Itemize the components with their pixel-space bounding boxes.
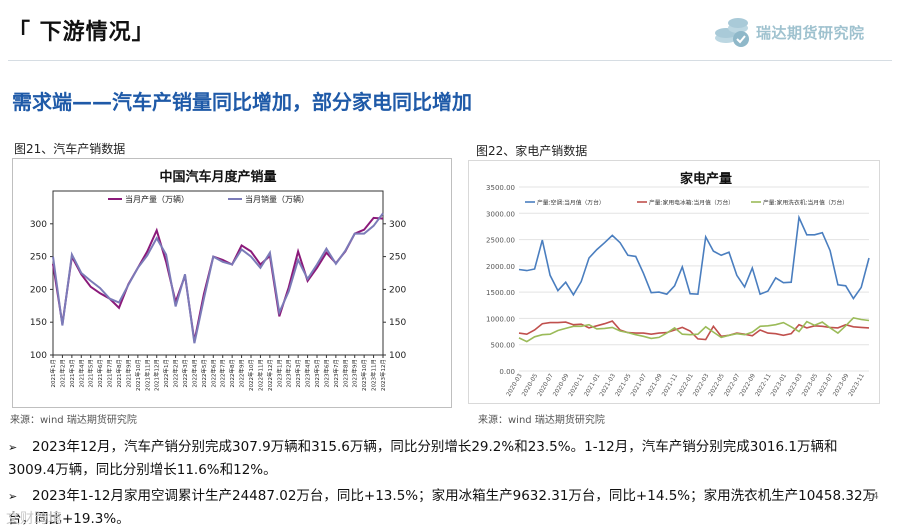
car-production-sales-chart: 中国汽车月度产销量 100 150 200 250 300 100 150 200 250 300 2… [30, 169, 407, 391]
x-tick-label: 2023年9月 [351, 359, 359, 388]
car-chart-frame: 中国汽车月度产销量 100 150 200 250 300 100 150 200 250 300 2… [12, 158, 452, 408]
x-tick-label: 2021年4月 [77, 359, 85, 388]
arrow-bullet-icon: ➢ [8, 490, 18, 503]
y-tick-label: 2000.00 [486, 263, 515, 271]
x-tick-label: 2021年6月 [96, 359, 104, 388]
legend-label: 当月销量（万辆） [245, 194, 309, 204]
source-left: 来源：wind 瑞达期货研究院 [10, 415, 137, 426]
x-tick-label: 2021年9月 [124, 359, 132, 388]
x-tick-label: 2022年4月 [190, 359, 198, 388]
y-tick-label-right: 300 [389, 220, 406, 230]
x-tick-label: 2022年5月 [200, 359, 208, 388]
y-tick-label-left: 300 [30, 220, 47, 230]
company-logo: 瑞达期货研究院 [712, 12, 887, 52]
y-tick-label-right: 250 [389, 253, 406, 263]
x-tick-label: 2022年9月 [238, 359, 246, 388]
x-tick-label: 2021年11月 [143, 359, 151, 391]
x-tick-label: 2023年5月 [313, 359, 321, 388]
x-tick-label: 2021年7月 [106, 359, 114, 388]
series-line-sales [52, 212, 384, 344]
figure-caption-right: 图22、家电产销数据 [476, 144, 588, 158]
series-line-ac [518, 214, 870, 300]
bullet-item-appliance: ➢ 2023年1-12月家用空调累计生产24487.02万台，同比+13.5%；家… [8, 485, 878, 530]
x-tick-label: 2021年3月 [68, 359, 76, 388]
x-tick-label: 2021年2月 [58, 359, 66, 388]
x-tick-label: 2023年8月 [341, 359, 349, 388]
bullet-text: 2023年1-12月家用空调累计生产24487.02万台，同比+13.5%；家用… [8, 488, 877, 527]
y-tick-label-right: 150 [389, 318, 406, 328]
y-tick-label-left: 150 [30, 318, 47, 328]
x-tick-label: 2023年12月 [379, 359, 387, 391]
x-tick-label: 2021年12月 [153, 359, 161, 391]
x-tick-label: 2022年12月 [266, 359, 274, 391]
source-right: 来源：wind 瑞达期货研究院 [478, 415, 605, 426]
bullet-item-auto: ➢ 2023年12月，汽车产销分别完成307.9万辆和315.6万辆，同比分别增长… [8, 436, 878, 481]
y-tick-label: 1500.00 [486, 289, 515, 297]
appliance-chart-frame: 家电产量 0.00 500.00 1000.00 1500.00 2000.00 2500.… [468, 160, 880, 404]
y-tick-label-right: 200 [389, 285, 406, 295]
x-tick-label: 2023年1月 [275, 359, 283, 388]
y-tick-label-left: 250 [30, 253, 47, 263]
x-tick-label: 2022年8月 [228, 359, 236, 388]
series-line-washer [518, 317, 870, 343]
y-tick-label-left: 100 [30, 351, 47, 361]
brand-name: 瑞达期货研究院 [756, 24, 865, 42]
section-subtitle: 需求端——汽车产销量同比增加，部分家电同比增加 [12, 90, 472, 114]
y-tick-label: 0.00 [499, 368, 515, 376]
y-tick-label: 3500.00 [486, 184, 515, 192]
x-tick-label: 2023年10月 [360, 359, 368, 391]
series-line-production [52, 216, 384, 342]
legend-label: 产量:家用洗衣机:当月值（万台） [763, 199, 848, 207]
figure-caption-left: 图21、汽车产销数据 [14, 142, 126, 156]
y-tick-label-left: 200 [30, 285, 47, 295]
x-tick-label: 2022年10月 [247, 359, 255, 391]
x-tick-label: 2023年6月 [322, 359, 330, 388]
page-number: 14 [866, 491, 879, 502]
x-tick-label: 2023年4月 [304, 359, 312, 388]
x-tick-label: 2022年7月 [219, 359, 227, 388]
x-tick-label: 2022年2月 [172, 359, 180, 388]
x-tick-label: 2021年5月 [87, 359, 95, 388]
x-tick-label: 2021年1月 [49, 359, 57, 388]
x-tick-label: 2023年2月 [285, 359, 293, 388]
y-tick-label: 500.00 [491, 342, 516, 350]
watermark: 文财跨境 [6, 511, 62, 527]
x-tick-label: 2022年11月 [256, 359, 264, 391]
y-tick-label-right: 100 [389, 351, 406, 361]
x-tick-label: 2021年8月 [115, 359, 123, 388]
chart-title: 家电产量 [680, 171, 732, 187]
page-title: 「 下游情况」 [8, 20, 155, 45]
x-tick-label: 2022年3月 [181, 359, 189, 388]
coins-icon [715, 18, 749, 47]
legend-label: 产量:空调:当月值（万台） [537, 199, 605, 207]
arrow-bullet-icon: ➢ [8, 441, 18, 454]
x-tick-label: 2023年7月 [332, 359, 340, 388]
y-tick-label: 1000.00 [486, 315, 515, 323]
x-tick-label: 2021年10月 [134, 359, 142, 391]
x-tick-label: 2022年6月 [209, 359, 217, 388]
y-tick-label: 3000.00 [486, 210, 515, 218]
x-tick-label: 2022年1月 [162, 359, 170, 388]
bullet-text: 2023年12月，汽车产销分别完成307.9万辆和315.6万辆，同比分别增长2… [8, 439, 838, 478]
plot-area [52, 190, 384, 356]
legend-label: 当月产量（万辆） [125, 194, 189, 204]
y-tick-label: 2500.00 [486, 237, 515, 245]
appliance-production-chart: 家电产量 0.00 500.00 1000.00 1500.00 2000.00 2500.… [486, 171, 870, 398]
header-divider [8, 60, 892, 61]
legend-label: 产量:家用电冰箱:当月值（万台） [649, 199, 734, 207]
x-tick-label: 2023年3月 [294, 359, 302, 388]
x-tick-label: 2023年11月 [370, 359, 378, 391]
chart-title: 中国汽车月度产销量 [159, 169, 276, 185]
